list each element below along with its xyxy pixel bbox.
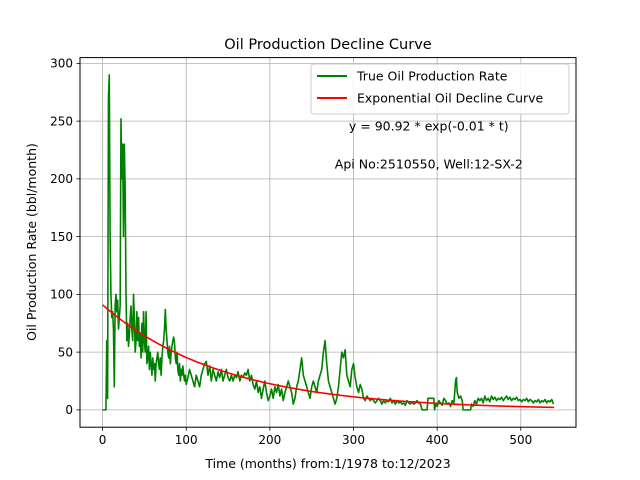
plot-frame [79,57,577,428]
series-line-0 [102,74,555,411]
y-tick-label: 150 [50,230,73,244]
chart-title: Oil Production Decline Curve [224,37,432,53]
equation-annotation: y = 90.92 * exp(-0.01 * t) [349,118,509,133]
legend: True Oil Production Rate Exponential Oil… [310,63,570,115]
axis-ticks: 0 100 200 300 400 500 0 50 100 150 200 250 300 [50,57,532,448]
x-tick-label: 400 [426,433,449,447]
x-tick-label: 300 [342,433,365,447]
legend-label-decline-curve: Exponential Oil Decline Curve [357,91,544,106]
series-line-1 [102,304,555,409]
x-tick-label: 500 [509,433,532,447]
legend-box [310,63,570,115]
y-tick-label: 250 [50,114,73,128]
x-tick-label: 0 [99,433,107,447]
y-axis-label: Oil Production Rate (bbl/month) [24,143,39,341]
legend-label-true-rate: True Oil Production Rate [356,69,508,84]
y-tick-label: 0 [65,403,73,417]
x-axis-label: Time (months) from:1/1978 to:12/2023 [204,456,450,471]
y-tick-label: 100 [50,288,73,302]
y-tick-label: 200 [50,172,73,186]
y-tick-label: 300 [50,57,73,71]
well-annotation: Api No:2510550, Well:12-SX-2 [335,156,523,171]
x-tick-label: 100 [175,433,198,447]
y-tick-label: 50 [58,345,73,359]
x-tick-label: 200 [258,433,281,447]
series-layer [102,74,555,411]
